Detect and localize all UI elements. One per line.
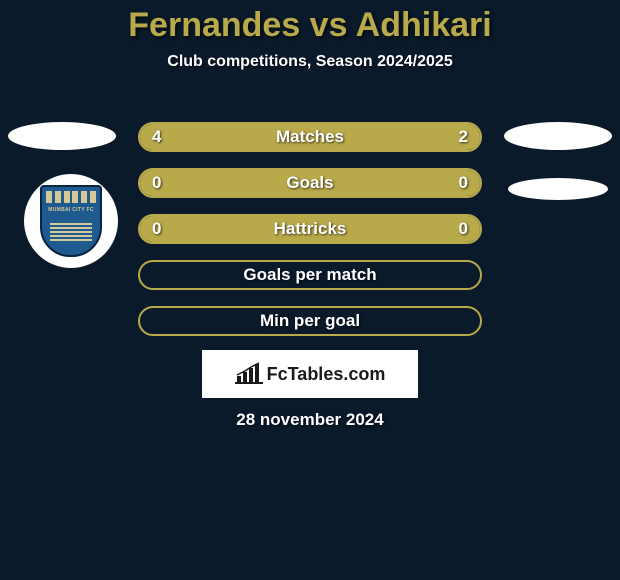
crest-label: MUMBAI CITY FC xyxy=(42,207,100,213)
player-left-placeholder xyxy=(8,122,116,150)
club-right-placeholder xyxy=(508,178,608,200)
stat-value-right: 0 xyxy=(459,219,468,239)
fill-right xyxy=(310,170,480,196)
stat-label: Goals xyxy=(286,173,333,193)
club-left-badge: MUMBAI CITY FC xyxy=(24,174,118,268)
stat-row: 0 0 Hattricks xyxy=(138,214,482,244)
fill-left xyxy=(140,170,310,196)
stat-value-right: 0 xyxy=(459,173,468,193)
stat-label: Min per goal xyxy=(260,311,360,331)
brand-logo-box: FcTables.com xyxy=(202,350,418,398)
subtitle: Club competitions, Season 2024/2025 xyxy=(0,53,620,71)
stat-row: Goals per match xyxy=(138,260,482,290)
stat-value-left: 0 xyxy=(152,219,161,239)
bar-chart-icon xyxy=(235,362,263,386)
stat-label: Goals per match xyxy=(243,265,376,285)
stat-row: 0 0 Goals xyxy=(138,168,482,198)
player-right-placeholder xyxy=(504,122,612,150)
brand-text: FcTables.com xyxy=(267,364,386,385)
club-crest-icon: MUMBAI CITY FC xyxy=(40,185,102,257)
date-label: 28 november 2024 xyxy=(0,410,620,430)
stat-value-left: 4 xyxy=(152,127,161,147)
stat-value-left: 0 xyxy=(152,173,161,193)
stat-label: Matches xyxy=(276,127,344,147)
stat-label: Hattricks xyxy=(274,219,347,239)
stat-row: Min per goal xyxy=(138,306,482,336)
stat-rows-container: 4 2 Matches 0 0 Goals 0 0 Hattricks Goals per mat… xyxy=(138,122,482,336)
stat-row: 4 2 Matches xyxy=(138,122,482,152)
stat-value-right: 2 xyxy=(459,127,468,147)
page-title: Fernandes vs Adhikari xyxy=(0,0,620,45)
